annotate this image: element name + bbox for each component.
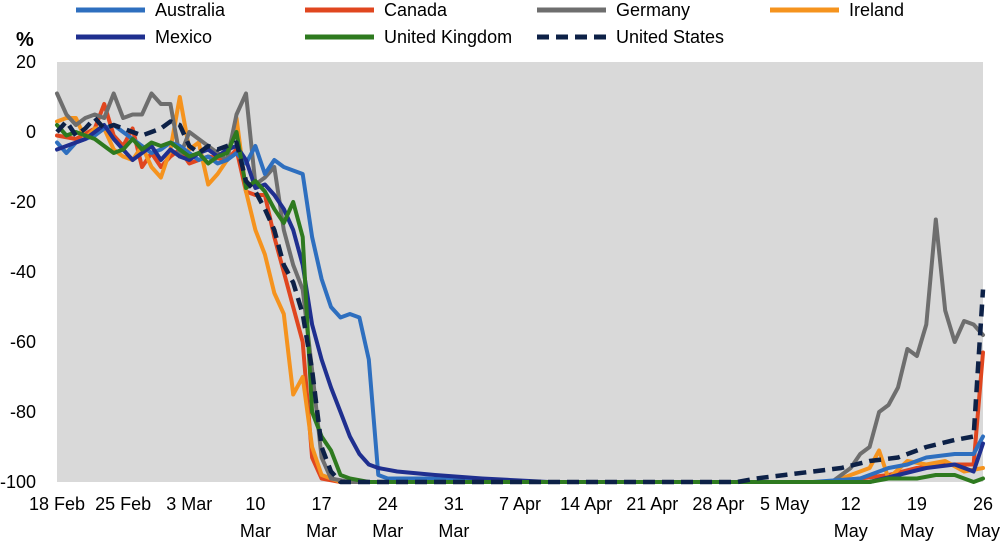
x-tick-label: 14 Apr xyxy=(560,494,612,514)
y-tick-label: 0 xyxy=(26,122,36,142)
legend-label: United States xyxy=(616,27,724,47)
y-tick-label: -40 xyxy=(10,262,36,282)
x-tick-label-line: Mar xyxy=(240,521,271,541)
x-tick-label-line: 7 Apr xyxy=(499,494,541,514)
x-tick-label-line: May xyxy=(900,521,934,541)
y-tick-label: -20 xyxy=(10,192,36,212)
x-tick-label: 18 Feb xyxy=(29,494,85,514)
legend-label: Mexico xyxy=(155,27,212,47)
legend: Australia Canada Germany Ireland Mexico Unite… xyxy=(76,0,904,47)
x-axis: 18 Feb 25 Feb 3 Mar 10 Mar 17 Mar 24 Mar 31 Mar 7 A… xyxy=(29,494,1000,541)
x-tick-label-line: May xyxy=(966,521,1000,541)
x-tick-label-line: 28 Apr xyxy=(692,494,744,514)
x-tick-label-line: 19 xyxy=(907,494,927,514)
x-tick-label-line: Mar xyxy=(306,521,337,541)
y-tick-label: -100 xyxy=(0,472,36,492)
x-tick-label: 5 May xyxy=(760,494,809,514)
x-tick-label-line: 10 xyxy=(245,494,265,514)
legend-label: Germany xyxy=(616,0,690,20)
x-tick-label: 12 May xyxy=(834,494,868,541)
legend-label: Ireland xyxy=(849,0,904,20)
y-axis-unit-label: % xyxy=(16,29,34,51)
x-tick-label: 28 Apr xyxy=(692,494,744,514)
x-tick-label-line: 5 May xyxy=(760,494,809,514)
x-tick-label-line: 24 xyxy=(378,494,398,514)
x-tick-label-line: 25 Feb xyxy=(95,494,151,514)
y-tick-label: -60 xyxy=(10,332,36,352)
x-tick-label: 3 Mar xyxy=(166,494,212,514)
x-tick-label-line: 17 xyxy=(312,494,332,514)
x-tick-label-line: 12 xyxy=(841,494,861,514)
legend-label: United Kingdom xyxy=(384,27,512,47)
plot-area xyxy=(57,62,983,482)
series-line-united-states xyxy=(55,115,986,485)
x-tick-label: 17 Mar xyxy=(306,494,337,541)
x-tick-label: 21 Apr xyxy=(626,494,678,514)
series-lines xyxy=(55,91,986,485)
x-tick-label: 24 Mar xyxy=(372,494,403,541)
x-tick-label-line: Mar xyxy=(372,521,403,541)
x-tick-label-line: 14 Apr xyxy=(560,494,612,514)
series-line-mexico xyxy=(55,123,985,484)
y-axis: 20 0 -20 -40 -60 -80 -100 xyxy=(0,52,36,492)
x-tick-label: 19 May xyxy=(900,494,934,541)
x-tick-label-line: Mar xyxy=(438,521,469,541)
x-tick-label-line: 18 Feb xyxy=(29,494,85,514)
y-tick-label: 20 xyxy=(16,52,36,72)
x-tick-label: 7 Apr xyxy=(499,494,541,514)
x-tick-label-line: May xyxy=(834,521,868,541)
y-tick-label: -80 xyxy=(10,402,36,422)
x-tick-label: 10 Mar xyxy=(240,494,271,541)
legend-label: Canada xyxy=(384,0,448,20)
x-tick-label: 31 Mar xyxy=(438,494,469,541)
x-tick-label: 26 May xyxy=(966,494,1000,541)
x-tick-label-line: 26 xyxy=(973,494,993,514)
legend-label: Australia xyxy=(155,0,226,20)
x-tick-label-line: 31 xyxy=(444,494,464,514)
x-tick-label: 25 Feb xyxy=(95,494,151,514)
x-tick-label-line: 3 Mar xyxy=(166,494,212,514)
x-tick-label-line: 21 Apr xyxy=(626,494,678,514)
